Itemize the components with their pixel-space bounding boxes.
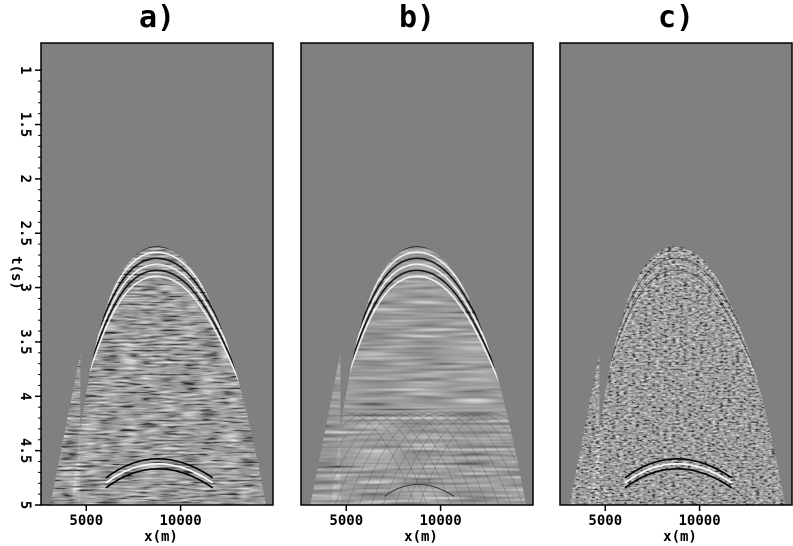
diffraction-curve — [346, 412, 488, 505]
diffraction-curve — [358, 412, 500, 505]
y-tick-label: 1.5 — [17, 112, 33, 137]
y-tick-label: 4.5 — [17, 438, 33, 463]
deep-reflector — [624, 463, 733, 484]
panel-frame — [40, 42, 274, 506]
x-tick-label: 10000 — [678, 513, 720, 529]
diffraction-curve — [406, 412, 527, 505]
x-tick-label: 5000 — [588, 513, 622, 529]
x-axis-label: x(m) — [144, 529, 178, 545]
diffraction-curve — [418, 412, 527, 505]
y-axis-label: t(s) — [8, 256, 24, 290]
deep-reflector — [624, 468, 733, 489]
x-tick-label: 5000 — [329, 513, 363, 529]
diffraction-curve — [382, 412, 524, 505]
y-tick-label: 5 — [17, 501, 33, 509]
panel-frame — [559, 42, 793, 506]
panel-title: b) — [399, 0, 435, 35]
x-axis-label: x(m) — [404, 529, 438, 545]
panel-title: a) — [139, 0, 175, 35]
x-tick-label: 10000 — [159, 513, 201, 529]
x-tick-label: 10000 — [419, 513, 461, 529]
y-tick-label: 4 — [17, 392, 33, 400]
diffraction-curve — [331, 412, 452, 505]
panel-title: c) — [658, 0, 694, 35]
x-tick-label: 5000 — [69, 513, 103, 529]
deep-reflector — [105, 458, 214, 479]
deep-reflector — [624, 458, 733, 479]
y-tick-label: 1 — [17, 66, 33, 74]
diffraction-curve — [334, 412, 476, 505]
y-tick-label: 3.5 — [17, 329, 33, 354]
y-tick-label: 2 — [17, 175, 33, 183]
deep-reflector — [105, 463, 214, 484]
deep-reflector — [105, 468, 214, 489]
deep-reflector — [384, 483, 455, 497]
diffraction-curve — [331, 412, 428, 505]
diffraction-curve — [370, 412, 512, 505]
x-axis-label: x(m) — [663, 529, 697, 545]
y-tick-label: 2.5 — [17, 221, 33, 246]
y-tick-label: 3 — [17, 283, 33, 291]
y-axis-ticks: 1 1.5 2 2.5 3 3.5 4 4.5 5 — [17, 66, 41, 509]
diffraction-curve — [331, 412, 440, 505]
panel-frame — [300, 42, 534, 506]
diffraction-curve — [331, 412, 416, 505]
diffraction-curve — [331, 412, 464, 505]
diffraction-curve — [394, 412, 527, 505]
